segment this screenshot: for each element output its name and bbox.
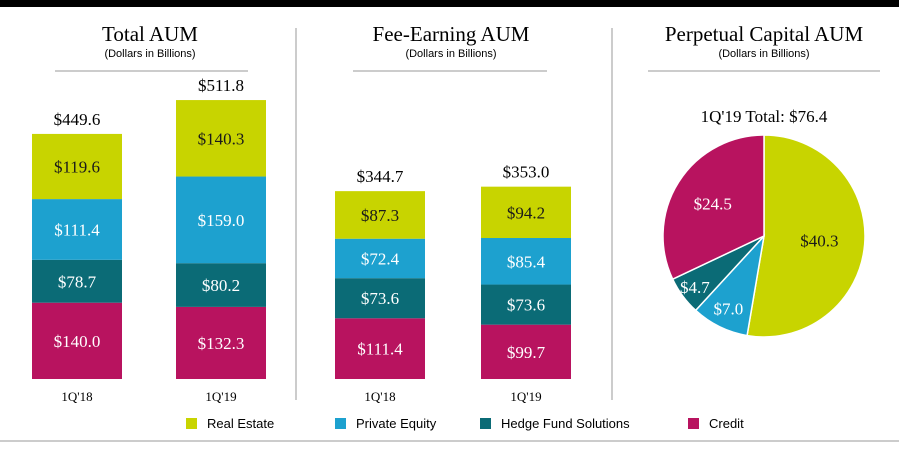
bar-value-label: $140.0: [54, 332, 101, 351]
fee-earning-aum-subtitle: (Dollars in Billions): [405, 48, 496, 60]
bar-c0-1Q18-hedge-fund-solutions: [32, 259, 122, 303]
pie-slice-label: $7.0: [714, 300, 744, 319]
bar-value-label: $132.3: [198, 334, 245, 353]
bar-value-label: $94.2: [507, 203, 545, 222]
legend-label: Real Estate: [207, 416, 274, 431]
legend-swatch-real-estate: [186, 418, 197, 429]
legend-label: Credit: [709, 416, 744, 431]
bar-c1-1Q19-hedge-fund-solutions: [481, 284, 571, 325]
legend-swatch-hedge-fund-solutions: [480, 418, 491, 429]
total-aum-title: Total AUM: [102, 22, 198, 46]
bar-value-label: $85.4: [507, 252, 546, 271]
legend-swatch-credit: [688, 418, 699, 429]
legend-label: Hedge Fund Solutions: [501, 416, 630, 431]
bar-c0-1Q18-real-estate: [32, 133, 122, 200]
bar-value-label: $119.6: [54, 158, 100, 177]
bar-value-label: $73.6: [507, 296, 545, 315]
legend: Real Estate Private Equity Hedge Fund Solu…: [186, 416, 744, 431]
perpetual-capital-aum-title: Perpetual Capital AUM: [665, 22, 864, 46]
bar-value-label: $87.3: [361, 206, 399, 225]
bar-c1-1Q18-credit: [335, 318, 425, 379]
bar-c1-1Q19-real-estate: [481, 186, 571, 239]
bar-c1-1Q19-credit: [481, 324, 571, 379]
bar-value-label: $99.7: [507, 343, 546, 362]
category-label: 1Q'18: [364, 389, 395, 404]
bar-total-label: $344.7: [357, 167, 404, 186]
bar-c0-1Q18-credit: [32, 302, 122, 379]
category-label: 1Q'19: [205, 389, 236, 404]
perpetual-capital-total-label: 1Q'19 Total: $76.4: [701, 107, 828, 126]
bar-total-label: $511.8: [198, 76, 244, 95]
bar-value-label: $78.7: [58, 272, 97, 291]
bar-value-label: $159.0: [198, 211, 245, 230]
legend-label: Private Equity: [356, 416, 437, 431]
bar-value-label: $80.2: [202, 276, 240, 295]
bar-total-label: $353.0: [503, 163, 550, 182]
top-rule: [0, 0, 899, 7]
bar-c0-1Q19-hedge-fund-solutions: [176, 263, 266, 307]
bar-c1-1Q18-hedge-fund-solutions: [335, 278, 425, 319]
bar-value-label: $73.6: [361, 289, 399, 308]
total-aum-subtitle: (Dollars in Billions): [104, 48, 195, 60]
pie-layer: $40.3 $7.0$4.7 $24.5: [662, 134, 866, 338]
bar-c1-1Q19-private-equity: [481, 238, 571, 285]
bar-c1-1Q18-private-equity: [335, 238, 425, 279]
bar-value-label: $72.4: [361, 249, 400, 268]
fee-earning-aum-title: Fee-Earning AUM: [373, 22, 530, 46]
bar-total-label: $449.6: [54, 110, 101, 129]
pie-slice-label: $24.5: [694, 195, 732, 214]
legend-swatch-private-equity: [335, 418, 346, 429]
bar-value-label: $140.3: [198, 129, 245, 148]
bar-c1-1Q18-real-estate: [335, 191, 425, 239]
perpetual-capital-aum-subtitle: (Dollars in Billions): [718, 48, 809, 60]
category-label: 1Q'18: [61, 389, 92, 404]
pie-slice-credit: [662, 134, 765, 281]
bar-c0-1Q18-private-equity: [32, 199, 122, 260]
pie-slice-label: $40.3: [800, 232, 838, 251]
bar-value-label: $111.4: [54, 220, 100, 239]
category-label: 1Q'19: [510, 389, 541, 404]
bar-c0-1Q19-private-equity: [176, 176, 266, 264]
bars-layer: $140.0 $78.7 $111.4 $119.6 $449.6 1Q'18 $132.3…: [32, 76, 571, 404]
pie-slice-label: $4.7: [680, 278, 710, 297]
bar-c0-1Q19-real-estate: [176, 100, 266, 177]
pie-slice-real-estate: [746, 134, 866, 338]
bar-c0-1Q19-credit: [176, 306, 266, 379]
bar-value-label: $111.4: [357, 340, 403, 359]
